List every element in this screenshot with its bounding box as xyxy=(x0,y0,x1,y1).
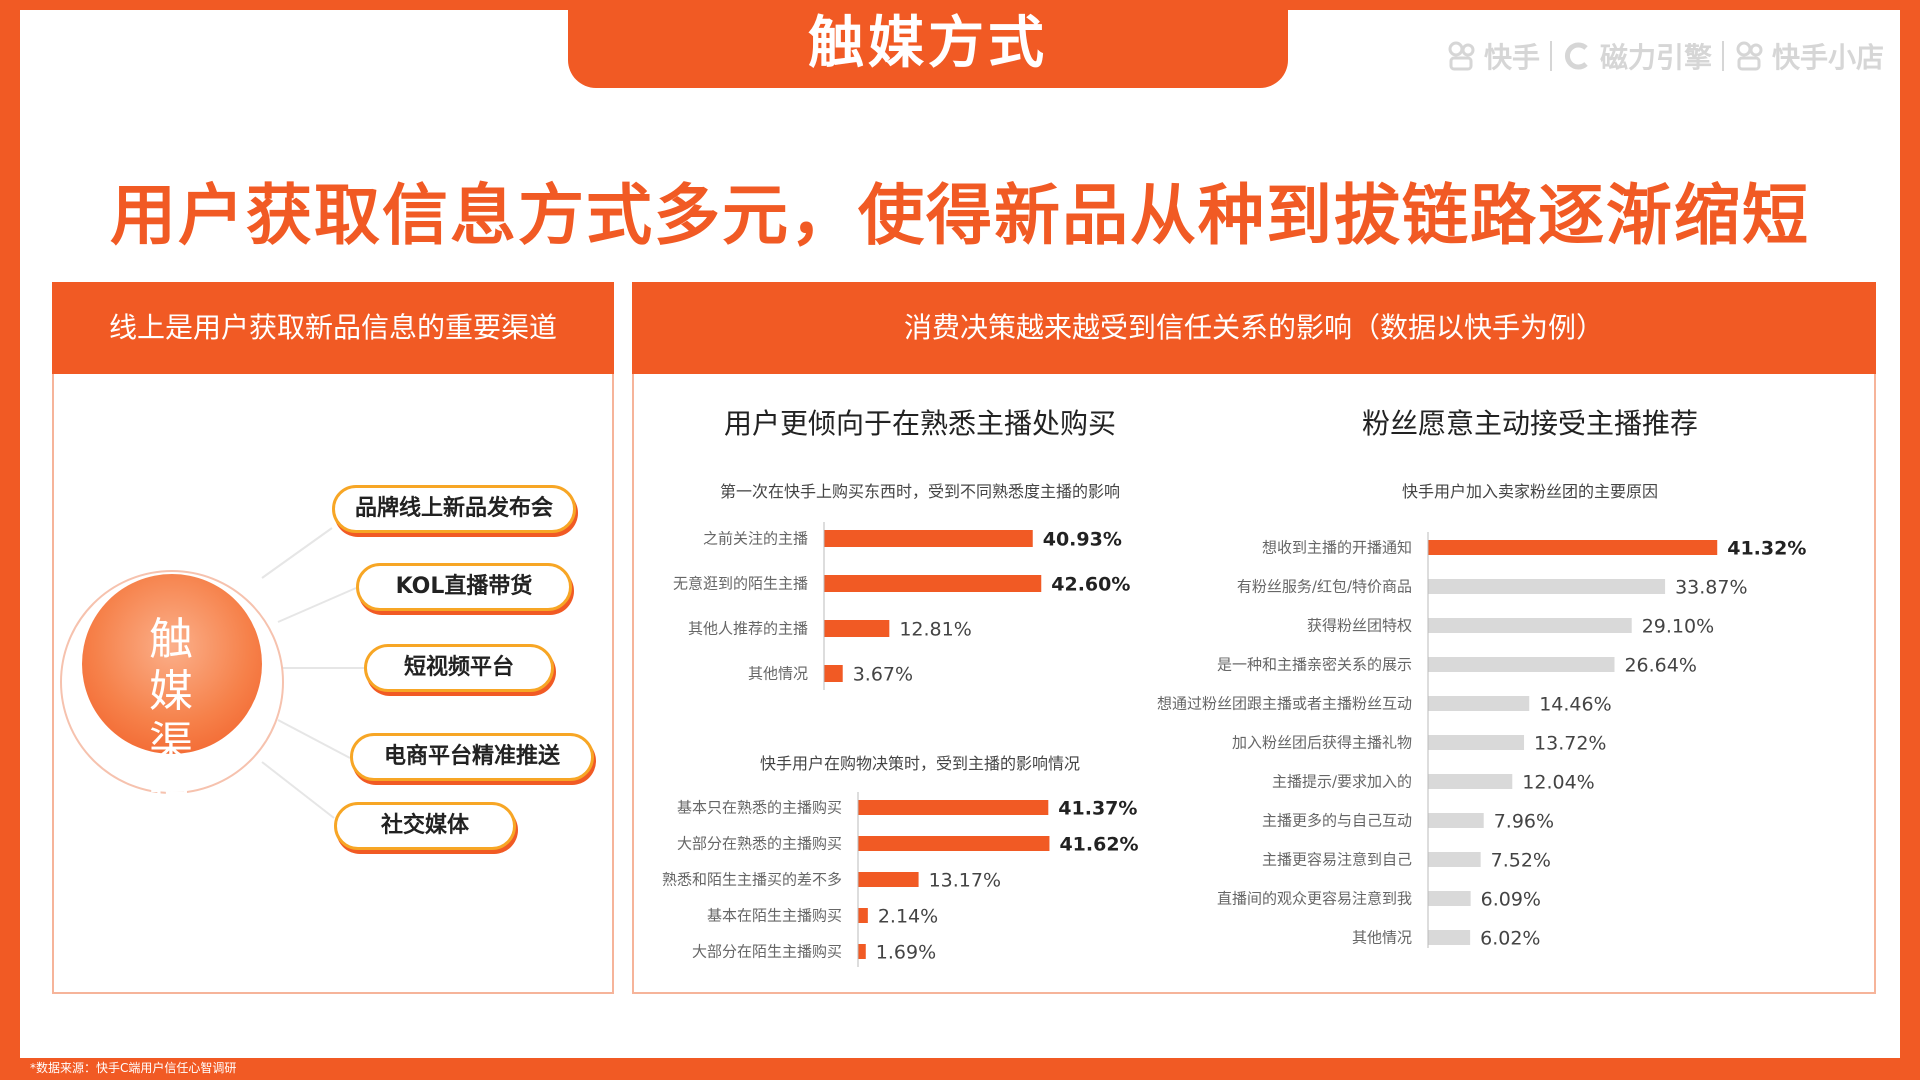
bar xyxy=(858,800,1049,815)
brand-kuaishou: 快手 xyxy=(1446,36,1540,76)
chart1-title: 第一次在快手上购买东西时，受到不同熟悉度主播的影响 xyxy=(719,482,1120,501)
brand-bar: 快手 磁力引擎 快手小店 xyxy=(1446,36,1884,76)
media-hub: 触媒渠道 xyxy=(82,574,262,821)
channel-brand-launch: 品牌线上新品发布会 xyxy=(332,485,576,533)
bar xyxy=(824,665,843,682)
category-label: 主播提示/要求加入的 xyxy=(1272,773,1412,791)
bar xyxy=(1428,930,1471,945)
chart-purchase-decision: 基本只在熟悉的主播购买 41.37% 大部分在熟悉的主播购买 41.62% 熟悉和陌生主… xyxy=(662,792,1139,967)
headline: 用户获取信息方式多元，使得新品从种到拔链路逐渐缩短 xyxy=(110,177,1810,254)
brand-kuaishou-shop: 快手小店 xyxy=(1734,36,1884,76)
brand-cili: 磁力引擎 xyxy=(1562,36,1712,76)
category-label: 之前关注的主播 xyxy=(703,530,808,548)
bar xyxy=(1428,852,1481,867)
category-label: 主播更容易注意到自己 xyxy=(1262,851,1412,869)
value-label: 12.04% xyxy=(1522,772,1594,794)
bar xyxy=(1428,813,1484,828)
bar xyxy=(858,908,868,923)
category-label: 直播间的观众更容易注意到我 xyxy=(1217,890,1412,908)
trust-panel-header: 消费决策越来越受到信任关系的影响（数据以快手为例） xyxy=(632,282,1876,374)
value-label: 13.72% xyxy=(1534,733,1606,755)
category-label: 是一种和主播亲密关系的展示 xyxy=(1217,656,1412,674)
trust-panel: 消费决策越来越受到信任关系的影响（数据以快手为例） xyxy=(632,282,1876,994)
bar xyxy=(1428,540,1718,555)
value-label: 1.69% xyxy=(876,942,936,964)
category-label: 无意逛到的陌生主播 xyxy=(673,575,808,593)
category-label: 有粉丝服务/红包/特价商品 xyxy=(1237,578,1412,596)
bar xyxy=(824,530,1033,547)
chart-fan-reasons: 想收到主播的开播通知 41.32% 有粉丝服务/红包/特价商品 33.87% 获得粉丝团… xyxy=(1157,532,1806,949)
value-label: 40.93% xyxy=(1043,529,1122,551)
category-label: 加入粉丝团后获得主播礼物 xyxy=(1232,734,1412,752)
value-label: 41.37% xyxy=(1058,798,1137,820)
value-label: 42.60% xyxy=(1051,574,1130,596)
bar xyxy=(824,620,890,637)
value-label: 7.96% xyxy=(1494,811,1554,833)
value-label: 12.81% xyxy=(899,619,971,641)
chart2-title: 快手用户在购物决策时，受到主播的影响情况 xyxy=(759,754,1080,773)
left-chart-group-title: 用户更倾向于在熟悉主播处购买 xyxy=(723,407,1116,440)
category-label: 基本只在熟悉的主播购买 xyxy=(677,799,842,817)
chart-first-purchase: 之前关注的主播 40.93% 无意逛到的陌生主播 42.60% 其他人推荐的主播 12.8… xyxy=(673,522,1130,690)
value-label: 29.10% xyxy=(1642,616,1714,638)
value-label: 26.64% xyxy=(1624,655,1696,677)
channels-panel-header: 线上是用户获取新品信息的重要渠道 xyxy=(52,282,614,374)
bar xyxy=(858,836,1050,851)
channel-kol-live: KOL直播带货 xyxy=(356,563,572,611)
brand-divider xyxy=(1549,41,1552,71)
kuaishou-shop-logo-icon xyxy=(1736,41,1763,71)
bar xyxy=(1428,618,1632,633)
value-label: 7.52% xyxy=(1491,850,1551,872)
bar xyxy=(1428,696,1530,711)
value-label: 2.14% xyxy=(878,906,938,928)
brand-divider xyxy=(1721,41,1724,71)
value-label: 14.46% xyxy=(1539,694,1611,716)
hub-label: 触媒渠道 xyxy=(149,614,195,821)
bar xyxy=(1428,735,1525,750)
category-label: 想通过粉丝团跟主播或者主播粉丝互动 xyxy=(1157,695,1412,713)
value-label: 41.62% xyxy=(1059,834,1138,856)
bar xyxy=(1428,579,1666,594)
category-label: 熟悉和陌生主播买的差不多 xyxy=(662,871,842,889)
footnote: *数据来源：快手C端用户信任心智调研 xyxy=(30,1061,237,1075)
value-label: 13.17% xyxy=(929,870,1001,892)
category-label: 获得粉丝团特权 xyxy=(1307,617,1412,635)
channel-short-video: 短视频平台 xyxy=(364,644,554,692)
value-label: 3.67% xyxy=(853,664,913,686)
value-label: 6.02% xyxy=(1480,928,1540,949)
cili-engine-logo-icon xyxy=(1565,42,1588,70)
kuaishou-logo-icon xyxy=(1448,41,1475,71)
brand-kuaishou-label: 快手 xyxy=(1483,41,1540,74)
brand-kuaishou-shop-label: 快手小店 xyxy=(1771,41,1884,74)
category-label: 其他情况 xyxy=(748,665,808,683)
channel-social-media: 社交媒体 xyxy=(334,802,516,850)
category-label: 其他人推荐的主播 xyxy=(688,620,808,638)
category-label: 大部分在熟悉的主播购买 xyxy=(677,835,842,853)
brand-cili-label: 磁力引擎 xyxy=(1599,41,1712,74)
value-label: 6.09% xyxy=(1481,889,1541,911)
bar xyxy=(858,944,866,959)
category-label: 基本在陌生主播购买 xyxy=(707,907,842,925)
bar xyxy=(858,872,919,887)
value-label: 33.87% xyxy=(1675,577,1747,599)
channel-ecommerce-push: 电商平台精准推送 xyxy=(350,733,594,781)
category-label: 主播更多的与自己互动 xyxy=(1262,812,1412,830)
chart3-title: 快手用户加入卖家粉丝团的主要原因 xyxy=(1401,482,1658,501)
bar xyxy=(1428,774,1513,789)
page-title: 触媒方式 xyxy=(568,0,1288,88)
category-label: 大部分在陌生主播购买 xyxy=(692,943,842,961)
bar xyxy=(1428,891,1471,906)
category-label: 其他情况 xyxy=(1352,929,1412,947)
bar xyxy=(824,575,1042,592)
category-label: 想收到主播的开播通知 xyxy=(1262,539,1412,557)
value-label: 41.32% xyxy=(1727,538,1806,560)
right-chart-group-title: 粉丝愿意主动接受主播推荐 xyxy=(1361,407,1698,440)
bar xyxy=(1428,657,1615,672)
